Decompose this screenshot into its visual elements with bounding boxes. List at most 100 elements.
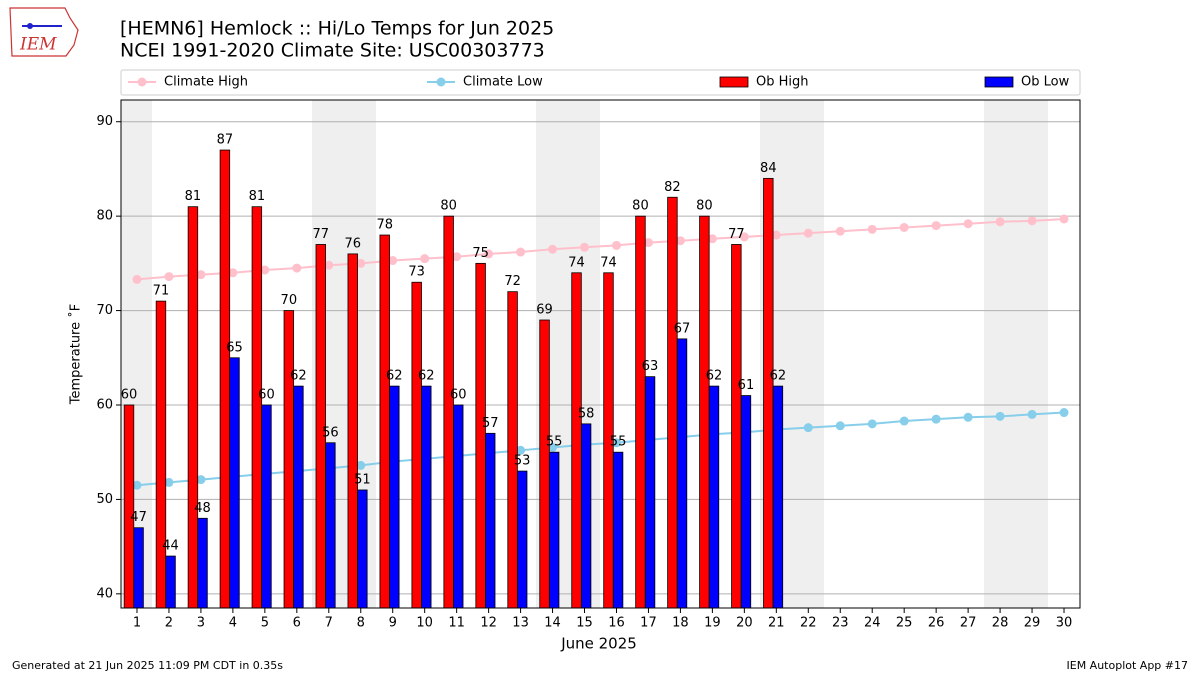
x-tick-label: 27 xyxy=(960,616,977,631)
point xyxy=(771,230,781,240)
point xyxy=(132,480,142,490)
point xyxy=(164,477,174,487)
bar-label: 55 xyxy=(610,435,627,450)
x-tick-label: 2 xyxy=(165,616,173,631)
bar-label: 74 xyxy=(600,255,617,270)
point xyxy=(516,247,526,257)
bar xyxy=(485,432,496,609)
bar xyxy=(635,215,646,609)
bar xyxy=(571,272,582,609)
bar-label: 44 xyxy=(162,539,179,554)
point xyxy=(356,460,366,470)
point xyxy=(643,238,653,248)
bar-label: 60 xyxy=(450,387,467,402)
point xyxy=(196,270,206,280)
bar xyxy=(229,357,240,609)
bar xyxy=(644,376,656,609)
chart-subtitle: NCEI 1991-2020 Climate Site: USC00303773 xyxy=(120,40,545,62)
point xyxy=(548,244,558,254)
point xyxy=(356,258,366,268)
bar-label: 56 xyxy=(322,425,339,440)
bar-label: 75 xyxy=(472,246,489,261)
legend-label: Climate High xyxy=(164,75,248,90)
point xyxy=(452,252,462,262)
point xyxy=(484,249,494,259)
point xyxy=(324,260,334,270)
bar-label: 55 xyxy=(546,435,563,450)
point xyxy=(292,263,302,273)
point xyxy=(835,226,845,236)
bar-label: 48 xyxy=(194,501,211,516)
plot-frame xyxy=(120,99,1081,609)
bar-label: 82 xyxy=(664,180,681,195)
bar xyxy=(197,517,208,609)
bar-label: 77 xyxy=(728,227,745,242)
legend-label: Climate Low xyxy=(463,75,543,90)
point xyxy=(196,475,206,485)
bar-label: 63 xyxy=(642,359,659,374)
point xyxy=(388,256,398,266)
x-tick-label: 20 xyxy=(736,616,753,631)
point xyxy=(931,414,941,424)
bar xyxy=(539,319,550,609)
bar-label: 62 xyxy=(290,369,307,384)
bar-label: 78 xyxy=(376,218,393,233)
bar-label: 60 xyxy=(258,387,275,402)
bar xyxy=(187,206,199,609)
bar xyxy=(411,281,422,609)
bar-label: 62 xyxy=(706,369,723,384)
bar-label: 76 xyxy=(344,236,361,251)
x-tick-label: 25 xyxy=(896,616,913,631)
bar xyxy=(548,451,560,609)
line xyxy=(136,411,1065,487)
bar-label: 70 xyxy=(281,293,298,308)
bar xyxy=(251,206,263,609)
x-tick-label: 22 xyxy=(800,616,817,631)
point xyxy=(611,438,621,448)
bar xyxy=(507,291,518,609)
shade xyxy=(984,100,1048,608)
x-tick-label: 26 xyxy=(928,616,945,631)
bar xyxy=(261,404,272,609)
point xyxy=(164,272,174,282)
bar xyxy=(133,527,144,609)
x-tick-label: 11 xyxy=(448,616,465,631)
bar xyxy=(357,489,368,609)
x-tick-label: 19 xyxy=(704,616,721,631)
x-tick-label: 7 xyxy=(325,616,333,631)
bar xyxy=(283,310,295,609)
point xyxy=(580,242,590,252)
x-tick-label: 15 xyxy=(576,616,593,631)
x-tick-label: 21 xyxy=(768,616,785,631)
bar-label: 61 xyxy=(738,378,755,393)
x-tick-label: 24 xyxy=(864,616,881,631)
bar xyxy=(443,215,454,609)
x-tick-label: 28 xyxy=(992,616,1009,631)
bar-label: 81 xyxy=(249,189,266,204)
logo-dot xyxy=(27,23,33,29)
bar xyxy=(740,395,752,609)
legend-box xyxy=(120,69,1081,96)
bar-label: 47 xyxy=(130,510,147,525)
point xyxy=(707,234,717,244)
legend-label: Ob High xyxy=(756,75,809,90)
bar-label: 62 xyxy=(418,369,435,384)
y-tick-label: 60 xyxy=(96,397,113,412)
bar-label: 65 xyxy=(226,340,243,355)
bar-label: 72 xyxy=(504,274,521,289)
bar xyxy=(389,385,400,609)
footer-right: IEM Autoplot App #17 xyxy=(1067,659,1189,672)
bar xyxy=(379,234,390,609)
point xyxy=(1027,409,1037,419)
bar xyxy=(165,555,176,609)
x-tick-label: 3 xyxy=(197,616,205,631)
y-tick-label: 70 xyxy=(96,303,113,318)
x-tick-label: 1 xyxy=(133,616,141,631)
point xyxy=(963,412,973,422)
x-tick-label: 18 xyxy=(672,616,689,631)
bar-label: 71 xyxy=(153,284,170,299)
legend-marker xyxy=(137,77,147,87)
point xyxy=(132,274,142,284)
bar xyxy=(699,215,710,609)
x-tick-label: 16 xyxy=(608,616,625,631)
